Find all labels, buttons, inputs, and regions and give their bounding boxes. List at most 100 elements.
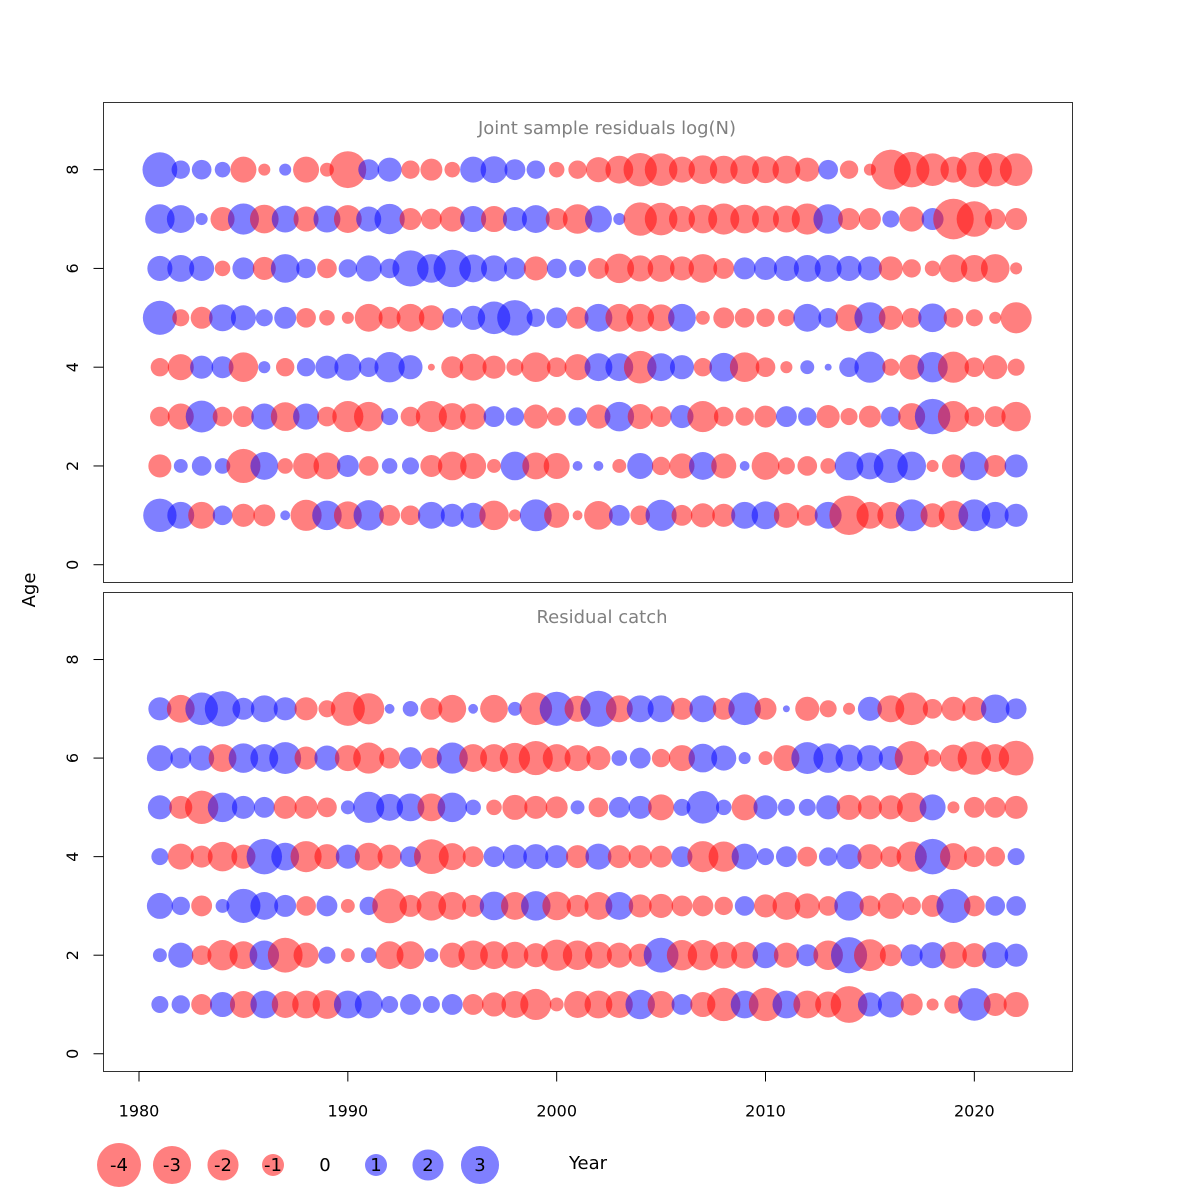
residual-bubble bbox=[688, 254, 718, 283]
residual-bubble bbox=[392, 250, 429, 287]
residual-bubble bbox=[668, 156, 695, 183]
residual-bubble bbox=[545, 208, 568, 231]
residual-bubble bbox=[793, 990, 822, 1019]
residual-bubble bbox=[820, 458, 836, 474]
residual-bubble bbox=[358, 456, 379, 476]
residual-bubble bbox=[190, 845, 213, 868]
residual-bubble bbox=[523, 844, 549, 870]
residual-bubble bbox=[793, 254, 821, 282]
x-tick-label: 1990 bbox=[327, 1102, 368, 1121]
residual-bubble bbox=[900, 993, 923, 1016]
residual-bubble bbox=[379, 747, 401, 769]
residual-bubble bbox=[630, 505, 651, 526]
residual-bubble bbox=[231, 795, 255, 819]
residual-bubble bbox=[294, 697, 318, 721]
residual-bubble bbox=[468, 703, 479, 714]
residual-bubble bbox=[502, 844, 527, 869]
residual-bubble bbox=[712, 697, 735, 720]
residual-bubble bbox=[857, 992, 882, 1017]
residual-bubble bbox=[188, 501, 216, 529]
residual-bubble bbox=[586, 746, 611, 771]
residual-bubble bbox=[459, 744, 488, 772]
residual-bubble bbox=[651, 456, 671, 476]
residual-bubble bbox=[372, 888, 407, 924]
residual-bubble bbox=[625, 989, 655, 1020]
residual-bubble bbox=[255, 309, 273, 327]
residual-bubble bbox=[588, 257, 609, 279]
residual-bubble bbox=[381, 458, 398, 474]
residual-bubble bbox=[271, 991, 299, 1018]
residual-bubble bbox=[985, 896, 1006, 916]
residual-bubble bbox=[314, 745, 340, 771]
residual-bubble bbox=[671, 846, 693, 868]
residual-bubble bbox=[739, 461, 750, 471]
residual-bubble bbox=[782, 705, 790, 713]
residual-bubble bbox=[214, 260, 231, 277]
residual-bubble bbox=[483, 846, 505, 868]
residual-bubble bbox=[791, 203, 823, 235]
residual-bubble bbox=[734, 307, 755, 328]
residual-bubble bbox=[526, 160, 545, 179]
residual-bubble bbox=[693, 357, 713, 377]
residual-bubble bbox=[882, 210, 900, 228]
residual-bubble bbox=[543, 452, 570, 479]
residual-bubble bbox=[626, 695, 654, 723]
residual-bubble bbox=[856, 745, 883, 772]
residual-bubble bbox=[668, 745, 695, 772]
residual-bubble bbox=[374, 203, 405, 235]
residual-bubble bbox=[341, 311, 354, 324]
residual-bubble bbox=[773, 255, 799, 281]
residual-bubble bbox=[570, 800, 585, 815]
residual-bubble bbox=[441, 356, 464, 379]
residual-bubble bbox=[649, 893, 674, 918]
residual-bubble bbox=[606, 942, 632, 968]
residual-bubble bbox=[1001, 401, 1031, 432]
residual-bubble bbox=[148, 697, 172, 721]
residual-bubble bbox=[329, 151, 367, 189]
residual-bubble bbox=[211, 356, 234, 379]
residual-bubble bbox=[835, 304, 863, 332]
residual-bubble bbox=[756, 308, 775, 328]
residual-bubble bbox=[843, 702, 856, 715]
x-axis-title: Year bbox=[568, 1153, 608, 1174]
residual-bubble bbox=[277, 458, 293, 474]
residual-bubble bbox=[418, 305, 444, 331]
residual-bubble bbox=[438, 403, 466, 431]
residual-bubble bbox=[644, 202, 678, 236]
residual-bubble bbox=[462, 846, 484, 868]
residual-bubble bbox=[191, 895, 213, 917]
residual-bubble bbox=[965, 309, 983, 327]
residual-bubble bbox=[315, 355, 339, 379]
residual-bubble bbox=[384, 703, 395, 714]
residual-bubble bbox=[439, 206, 465, 232]
residual-bubble bbox=[166, 205, 195, 233]
residual-bubble bbox=[152, 948, 167, 963]
residual-bubble bbox=[926, 459, 939, 472]
y-tick-label: 4 bbox=[63, 362, 82, 372]
residual-bubble bbox=[627, 404, 653, 430]
residual-bubble bbox=[228, 352, 259, 382]
residual-bubble bbox=[290, 499, 322, 531]
residual-bubble bbox=[754, 697, 777, 720]
residual-bubble bbox=[267, 937, 303, 973]
residual-bubble bbox=[711, 453, 737, 479]
residual-bubble bbox=[209, 304, 237, 332]
residual-bubble bbox=[650, 845, 673, 868]
residual-bubble bbox=[547, 407, 566, 426]
residual-bubble bbox=[882, 358, 900, 376]
residual-bubble bbox=[374, 352, 405, 383]
residual-bubble bbox=[709, 155, 738, 184]
residual-bubble bbox=[731, 794, 758, 821]
residual-bubble bbox=[584, 500, 613, 530]
residual-bubble bbox=[549, 997, 564, 1012]
residual-bubble bbox=[780, 361, 793, 374]
residual-bubble bbox=[521, 891, 551, 921]
residual-bubble bbox=[957, 741, 992, 775]
bubble-layer bbox=[146, 690, 1034, 1023]
panel-joint-sample-residuals: Joint sample residuals log(N) 0 2 4 6 8 bbox=[63, 102, 1073, 583]
residual-bubble bbox=[758, 751, 773, 766]
residual-bubble bbox=[733, 257, 756, 280]
residual-bubble bbox=[738, 752, 751, 765]
residual-bubble bbox=[562, 204, 593, 234]
residual-bubble bbox=[546, 307, 568, 329]
